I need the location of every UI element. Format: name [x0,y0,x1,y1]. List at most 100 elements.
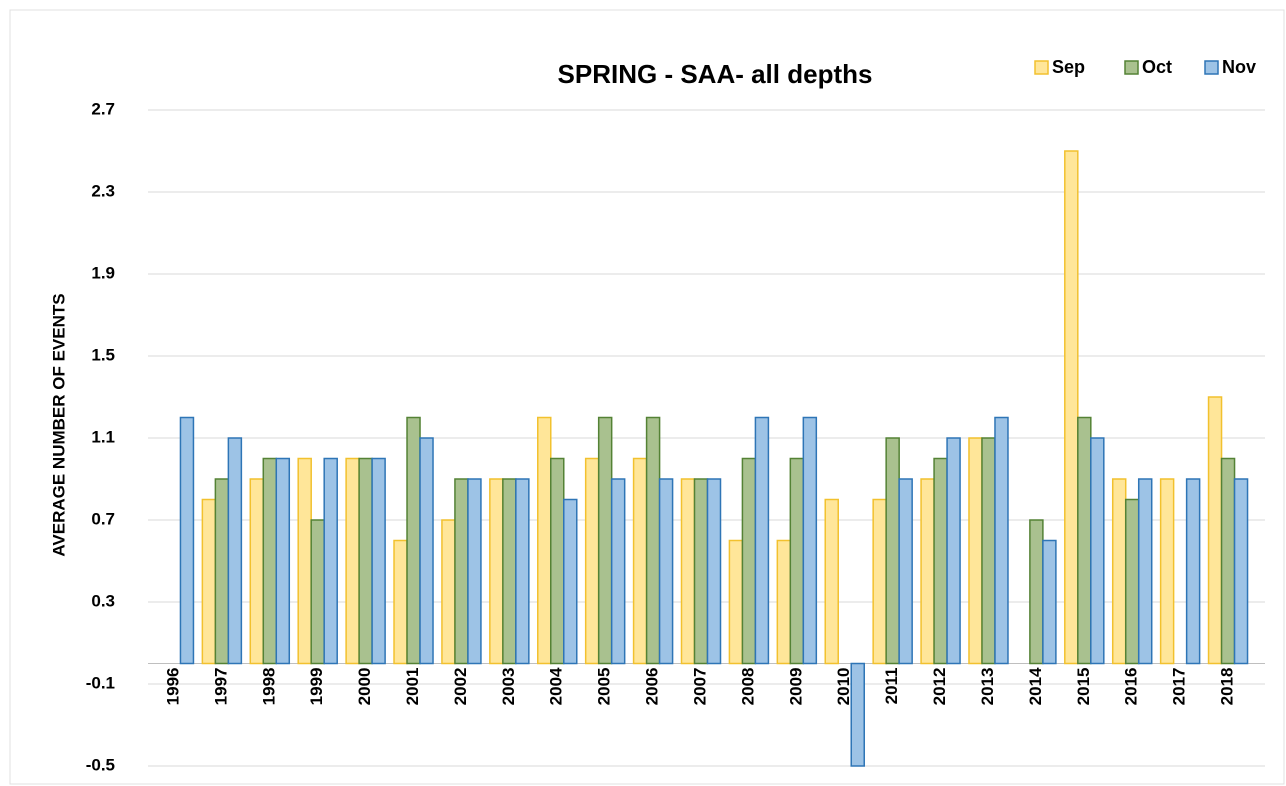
legend-label: Nov [1222,57,1256,77]
x-tick-label: 2018 [1218,668,1237,706]
bar [898,478,913,665]
legend-label: Sep [1052,57,1085,77]
x-tick-label: 1996 [163,668,182,706]
bar [201,498,217,665]
y-tick-label: 1.9 [91,263,115,282]
frame [9,9,1285,785]
bar [345,457,360,665]
x-tick-label: 2011 [882,668,901,705]
x-tick-label: 2013 [978,668,997,706]
y-tick-label: -0.5 [86,755,115,774]
x-tick-label: 1997 [211,668,230,706]
bar [968,437,983,665]
x-tick-label: 2002 [451,668,470,706]
x-tick-label: 1999 [307,668,326,706]
y-tick-label: 2.7 [91,99,115,118]
bar [776,539,792,665]
legend-swatch [1204,60,1219,75]
chart-title: SPRING - SAA- all depths [558,59,873,89]
x-tick-label: 2017 [1170,668,1189,706]
bar [358,457,373,665]
bar [920,478,935,665]
y-tick-label: 1.5 [91,345,115,364]
x-tick-label: 1998 [259,668,278,706]
y-tick-label: 0.3 [91,591,115,610]
bar [214,478,230,665]
bar [489,478,504,665]
bar [275,457,291,665]
bar [1064,150,1079,665]
bar [515,478,530,665]
legend-swatch [1034,60,1049,75]
bar [1137,478,1153,665]
bar [550,457,565,665]
bar [537,416,552,665]
bar [946,437,961,665]
bar [262,457,278,665]
bar [1159,478,1175,665]
bar [179,416,195,665]
bar [658,478,674,665]
bar [1185,478,1201,665]
bar [872,498,887,665]
bar [680,478,696,665]
x-tick-label: 2005 [595,668,614,706]
x-tick-label: 2000 [355,668,374,706]
bar [706,478,722,665]
bar [741,457,757,665]
bar [850,662,865,767]
bar [933,457,948,665]
bar [728,539,744,665]
bar [1220,457,1236,665]
bar [754,416,770,665]
bar [584,457,600,665]
x-tick-label: 2004 [547,667,566,705]
bar [802,416,818,665]
bar [467,478,482,665]
bar [502,478,517,665]
y-axis-label: AVERAGE NUMBER OF EVENTS [49,293,68,556]
x-tick-label: 2010 [834,668,853,706]
bar [297,457,312,665]
y-tick-label: 2.3 [91,181,115,200]
x-tick-label: 2003 [499,668,518,706]
bar [393,539,408,665]
bar [824,498,839,665]
x-tick-label: 2009 [786,668,805,706]
bar [249,478,265,665]
bar [693,478,709,665]
bar [1042,539,1057,665]
legend-label: Oct [1142,57,1172,77]
bar [645,416,661,665]
legend-swatch [1124,60,1139,75]
bar [1233,478,1249,665]
x-tick-label: 2012 [930,668,949,706]
bar [994,416,1009,665]
y-tick-label: 1.1 [91,427,115,446]
bar [371,457,386,665]
bar [323,457,338,665]
bar [441,519,456,665]
bar [1090,437,1105,665]
bar [1077,416,1092,665]
bar [632,457,648,665]
x-tick-label: 2008 [738,668,757,706]
bar [610,478,626,665]
x-tick-label: 2015 [1074,668,1093,706]
bar [406,416,421,665]
bar [227,437,243,665]
bar [597,416,613,665]
y-tick-label: 0.7 [91,509,115,528]
bar [1111,478,1127,665]
bar [885,437,900,665]
x-tick-label: 2014 [1026,667,1045,705]
bar [1029,519,1044,665]
bar [1207,396,1223,665]
x-tick-label: 2006 [643,668,662,706]
bar [1124,498,1140,665]
bar [981,437,996,665]
bar [310,519,325,665]
bar [419,437,434,665]
bar [789,457,805,665]
